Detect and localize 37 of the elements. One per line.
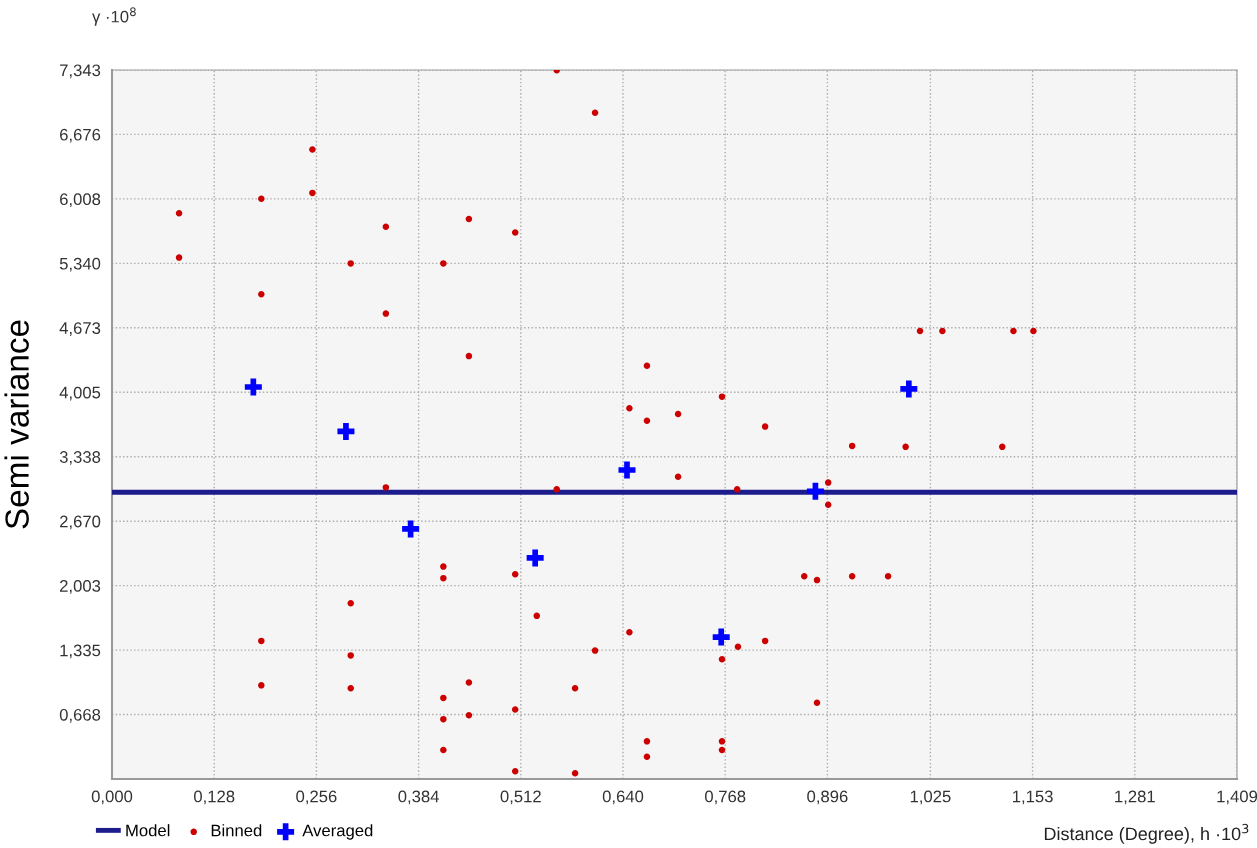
x-tick-label: 0,000 xyxy=(91,790,133,805)
y-tick-label: 2,003 xyxy=(60,580,101,594)
y-tick-label: 4,005 xyxy=(59,386,101,401)
text: γ ·10$^{8}$ xyxy=(92,7,136,26)
x-tick-label: 0,512 xyxy=(500,790,541,805)
point xyxy=(900,380,918,398)
legend-label: Binned xyxy=(211,824,262,837)
x-tick-label: 0,640 xyxy=(602,790,644,805)
x-tick-label: 0,256 xyxy=(296,790,337,805)
y-tick-label: 4,673 xyxy=(59,322,101,336)
point xyxy=(337,422,355,440)
x-tick-label: 1,281 xyxy=(1115,790,1155,805)
point xyxy=(526,549,544,567)
y-tick-label: 3,338 xyxy=(59,451,101,465)
point xyxy=(618,461,636,479)
point xyxy=(402,520,420,538)
x-tick-label: 1,409 xyxy=(1217,790,1257,805)
x-tick-label: 1,025 xyxy=(910,790,951,805)
x-axis-title: Distance (Degree), h ·10$^{3}$ xyxy=(1044,823,1249,844)
x-tick-label: 0,384 xyxy=(398,790,439,805)
y-tick-label: 7,343 xyxy=(60,64,101,79)
y-tick-label: 5,340 xyxy=(59,257,101,272)
legend-label: Model xyxy=(126,824,170,837)
point xyxy=(712,628,730,646)
point xyxy=(806,482,824,500)
y-tick-label: 0,668 xyxy=(59,708,101,723)
y-axis-title: Semi variance xyxy=(4,320,29,529)
x-tick-label: 0,128 xyxy=(194,790,235,805)
x-tick-label: 0,896 xyxy=(807,790,848,805)
y-tick-label: 2,670 xyxy=(60,515,101,530)
y-tick-label: 1,335 xyxy=(60,644,101,659)
x-tick-label: 1,153 xyxy=(1013,790,1053,805)
y-tick-label: 6,676 xyxy=(60,128,101,143)
y-tick-label: 6,008 xyxy=(60,193,101,208)
legend-label: Averaged xyxy=(302,824,373,840)
point xyxy=(244,378,262,396)
x-tick-label: 0,768 xyxy=(705,790,746,805)
